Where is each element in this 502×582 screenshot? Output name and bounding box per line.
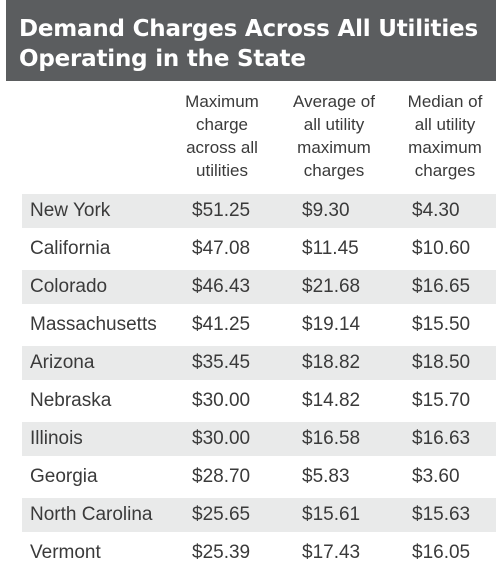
header-maximum-charge: Maximum charge across all utilities bbox=[172, 90, 272, 182]
average-charge: $18.82 bbox=[302, 352, 361, 373]
state-name: Massachusetts bbox=[30, 314, 157, 335]
table-row: North Carolina $25.65 $15.61 $15.63 bbox=[0, 496, 502, 534]
average-charge: $5.83 bbox=[302, 466, 350, 487]
table-row: New York $51.25 $9.30 $4.30 bbox=[0, 192, 502, 230]
average-charge: $19.14 bbox=[302, 314, 361, 335]
header-line: maximum bbox=[408, 138, 482, 157]
median-charge: $16.63 bbox=[412, 428, 471, 449]
max-charge: $41.25 bbox=[192, 314, 251, 335]
table-title-bar: Demand Charges Across All Utilities Oper… bbox=[6, 0, 496, 81]
table-row: Georgia $28.70 $5.83 $3.60 bbox=[0, 458, 502, 496]
max-charge: $25.65 bbox=[192, 504, 251, 525]
header-line: Maximum bbox=[185, 92, 259, 111]
average-charge: $16.58 bbox=[302, 428, 361, 449]
table-row: Arizona $35.45 $18.82 $18.50 bbox=[0, 344, 502, 382]
max-charge: $46.43 bbox=[192, 276, 251, 297]
header-line: utilities bbox=[196, 161, 248, 180]
median-charge: $16.05 bbox=[412, 542, 471, 563]
table-title-line-2: Operating in the State bbox=[19, 46, 306, 72]
table-row: Nebraska $30.00 $14.82 $15.70 bbox=[0, 382, 502, 420]
max-charge: $25.39 bbox=[192, 542, 251, 563]
table-row: California $47.08 $11.45 $10.60 bbox=[0, 230, 502, 268]
max-charge: $51.25 bbox=[192, 200, 251, 221]
median-charge: $16.65 bbox=[412, 276, 471, 297]
header-median-charge: Median of all utility maximum charges bbox=[395, 90, 495, 182]
state-name: New York bbox=[30, 200, 111, 221]
max-charge: $30.00 bbox=[192, 428, 251, 449]
median-charge: $3.60 bbox=[412, 466, 460, 487]
max-charge: $28.70 bbox=[192, 466, 251, 487]
median-charge: $15.50 bbox=[412, 314, 471, 335]
median-charge: $15.70 bbox=[412, 390, 471, 411]
average-charge: $21.68 bbox=[302, 276, 361, 297]
average-charge: $11.45 bbox=[302, 238, 359, 259]
header-line: Median of bbox=[407, 92, 483, 111]
state-name: North Carolina bbox=[30, 504, 153, 525]
state-name: Georgia bbox=[30, 466, 98, 487]
header-line: charges bbox=[414, 161, 476, 180]
state-name: Nebraska bbox=[30, 390, 112, 411]
median-charge: $18.50 bbox=[412, 352, 471, 373]
max-charge: $47.08 bbox=[192, 238, 251, 259]
median-charge: $10.60 bbox=[412, 238, 471, 259]
median-charge: $4.30 bbox=[412, 200, 460, 221]
header-line: charges bbox=[303, 161, 365, 180]
header-line: all utility bbox=[303, 115, 365, 134]
table-row: Vermont $25.39 $17.43 $16.05 bbox=[0, 534, 502, 572]
median-charge: $15.63 bbox=[412, 504, 471, 525]
header-line: maximum bbox=[297, 138, 371, 157]
average-charge: $15.61 bbox=[302, 504, 361, 525]
header-line: all utility bbox=[414, 115, 476, 134]
column-headers: Maximum charge across all utilities Aver… bbox=[0, 90, 502, 190]
state-name: Colorado bbox=[30, 276, 108, 297]
table-row: Massachusetts $41.25 $19.14 $15.50 bbox=[0, 306, 502, 344]
average-charge: $9.30 bbox=[302, 200, 350, 221]
header-average-charge: Average of all utility maximum charges bbox=[284, 90, 384, 182]
average-charge: $17.43 bbox=[302, 542, 361, 563]
state-name: Illinois bbox=[30, 428, 83, 449]
table-title-line-1: Demand Charges Across All Utilities bbox=[19, 16, 478, 42]
header-line: charge bbox=[196, 115, 248, 134]
max-charge: $30.00 bbox=[192, 390, 251, 411]
state-name: Arizona bbox=[30, 352, 95, 373]
state-name: California bbox=[30, 238, 111, 259]
state-name: Vermont bbox=[30, 542, 101, 563]
header-line: Average of bbox=[293, 92, 375, 111]
table-row: Colorado $46.43 $21.68 $16.65 bbox=[0, 268, 502, 306]
table-row: Illinois $30.00 $16.58 $16.63 bbox=[0, 420, 502, 458]
header-line: across all bbox=[186, 138, 258, 157]
table-body: New York $51.25 $9.30 $4.30 California $… bbox=[0, 192, 502, 572]
max-charge: $35.45 bbox=[192, 352, 251, 373]
average-charge: $14.82 bbox=[302, 390, 361, 411]
